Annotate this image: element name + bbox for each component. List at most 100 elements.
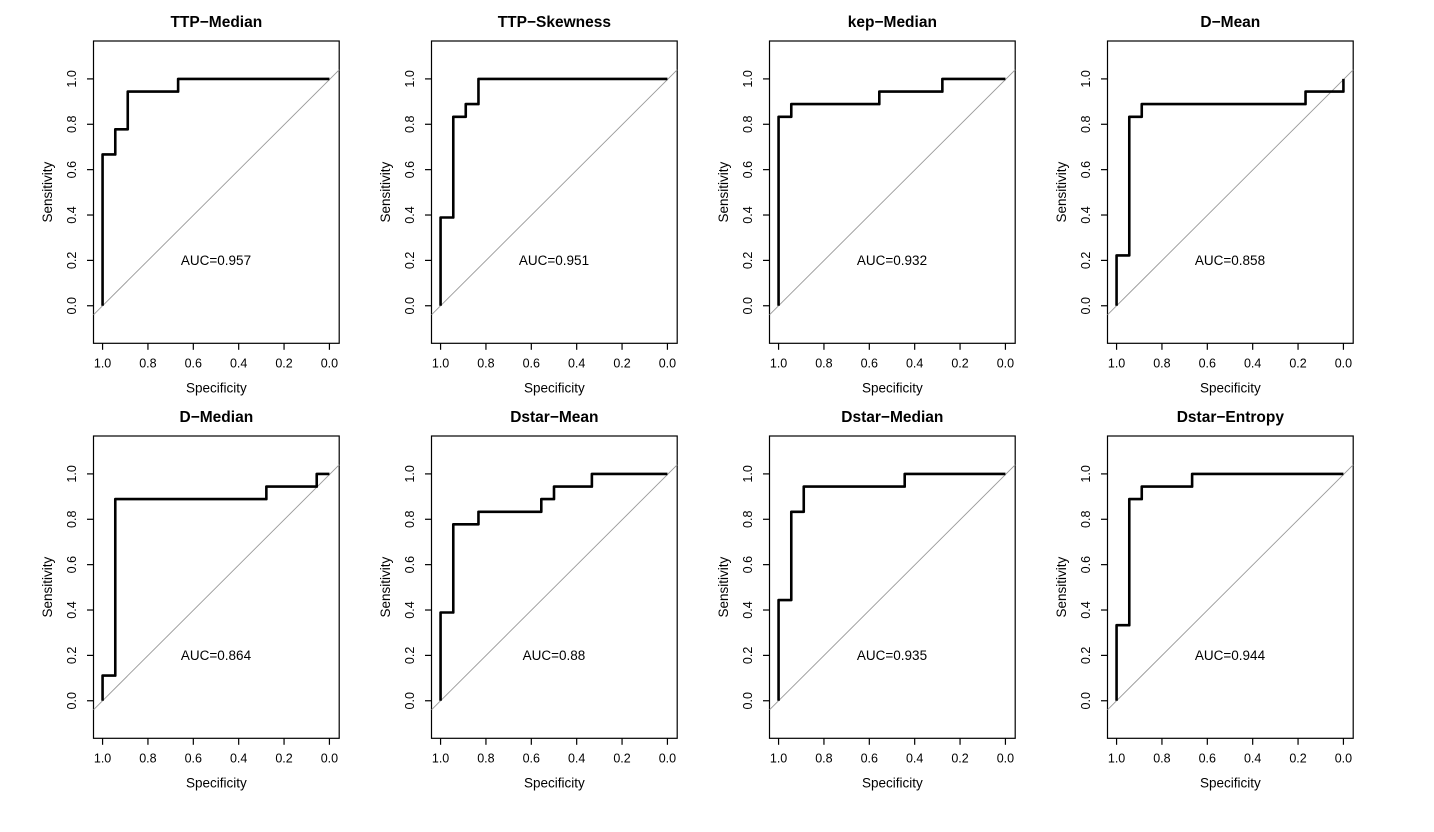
x-axis-label: Specificity — [186, 380, 247, 395]
roc-panel-dstar-mean: Dstar−Mean 1.0 0.8 0.6 0.4 0.2 0.0 0.0 0.2 0.4 0.6… — [378, 409, 678, 790]
roc-curve — [101, 472, 330, 701]
x-tick-label: 0.4 — [906, 751, 923, 765]
x-axis-label: Specificity — [1200, 775, 1261, 790]
x-tick-label: 0.0 — [1335, 356, 1352, 370]
x-tick-label: 0.6 — [861, 751, 878, 765]
y-tick-label: 0.4 — [403, 206, 417, 223]
roc-panel-dstar-entropy: Dstar−Entropy 1.0 0.8 0.6 0.4 0.2 0.0 0.0 0.2 0.4… — [1054, 409, 1354, 790]
plot-box — [768, 435, 1016, 739]
y-axis-label: Sensitivity — [1054, 162, 1069, 223]
panel-title: Dstar−Mean — [510, 409, 598, 426]
y-tick-label: 0.2 — [1079, 647, 1093, 664]
x-axis-label: Specificity — [524, 775, 585, 790]
x-tick-label: 0.2 — [613, 356, 630, 370]
y-tick-label: 0.6 — [65, 556, 79, 573]
x-tick-label: 0.4 — [1244, 356, 1261, 370]
y-tick-label: 0.6 — [1079, 556, 1093, 573]
x-tick-label: 0.0 — [1335, 751, 1352, 765]
y-axis-label: Sensitivity — [378, 162, 393, 223]
x-tick-label: 0.0 — [321, 751, 338, 765]
x-tick-label: 0.6 — [185, 751, 202, 765]
x-tick-label: 0.8 — [139, 751, 156, 765]
y-tick-label: 0.6 — [65, 161, 79, 178]
x-tick-label: 1.0 — [770, 751, 787, 765]
roc-curve — [1115, 78, 1345, 306]
x-tick-label: 0.4 — [906, 356, 923, 370]
y-tick-label: 1.0 — [741, 70, 755, 87]
x-tick-label: 0.6 — [1199, 356, 1216, 370]
y-tick-label: 0.4 — [403, 601, 417, 618]
x-tick-label: 0.2 — [1289, 751, 1306, 765]
x-tick-label: 0.6 — [185, 356, 202, 370]
plot-box — [92, 40, 340, 344]
y-axis-label: Sensitivity — [716, 557, 731, 618]
auc-annotation: AUC=0.88 — [523, 648, 586, 663]
roc-panel-d-median: D−Median 1.0 0.8 0.6 0.4 0.2 0.0 0.0 0.2 0.4 0.6 0.… — [40, 409, 340, 790]
y-tick-label: 0.0 — [403, 297, 417, 314]
y-axis-label: Sensitivity — [1054, 557, 1069, 618]
roc-curve — [439, 77, 668, 306]
plot-box — [768, 40, 1016, 344]
x-tick-label: 1.0 — [432, 751, 449, 765]
x-tick-label: 0.0 — [997, 751, 1014, 765]
y-tick-label: 0.2 — [403, 647, 417, 664]
y-tick-label: 0.4 — [65, 206, 79, 223]
x-tick-label: 0.0 — [321, 356, 338, 370]
x-tick-label: 0.2 — [275, 751, 292, 765]
x-tick-label: 1.0 — [94, 751, 111, 765]
roc-panel-d-mean: D−Mean 1.0 0.8 0.6 0.4 0.2 0.0 0.0 0.2 0.4 0.6 0.8 1… — [1054, 14, 1354, 395]
panel-title: D−Mean — [1200, 14, 1260, 31]
x-tick-label: 0.4 — [568, 356, 585, 370]
y-tick-label: 1.0 — [1079, 70, 1093, 87]
roc-panel-kep-median: kep−Median 1.0 0.8 0.6 0.4 0.2 0.0 0.0 0.2 0.4 0.6… — [716, 14, 1016, 395]
y-tick-label: 0.8 — [741, 511, 755, 528]
x-tick-label: 1.0 — [94, 356, 111, 370]
y-axis-label: Sensitivity — [716, 162, 731, 223]
x-tick-label: 0.0 — [997, 356, 1014, 370]
x-tick-label: 1.0 — [1108, 356, 1125, 370]
panel-title: TTP−Median — [170, 14, 262, 31]
plot-box — [1106, 40, 1354, 344]
panel-title: Dstar−Entropy — [1177, 409, 1285, 426]
y-tick-label: 0.2 — [65, 647, 79, 664]
y-tick-label: 0.2 — [403, 252, 417, 269]
x-tick-label: 0.8 — [815, 751, 832, 765]
y-tick-label: 0.2 — [741, 647, 755, 664]
y-tick-label: 0.4 — [65, 601, 79, 618]
x-tick-label: 0.4 — [1244, 751, 1261, 765]
x-tick-label: 0.8 — [1153, 356, 1170, 370]
x-tick-label: 0.2 — [951, 751, 968, 765]
y-tick-label: 1.0 — [403, 465, 417, 482]
x-axis-label: Specificity — [1200, 380, 1261, 395]
y-tick-label: 0.6 — [403, 161, 417, 178]
x-tick-label: 0.8 — [477, 751, 494, 765]
x-axis-label: Specificity — [524, 380, 585, 395]
x-tick-label: 0.0 — [659, 356, 676, 370]
y-tick-label: 0.0 — [741, 692, 755, 709]
roc-curve — [777, 77, 1006, 306]
auc-annotation: AUC=0.932 — [857, 253, 927, 268]
y-tick-label: 1.0 — [65, 465, 79, 482]
y-tick-label: 0.2 — [741, 252, 755, 269]
panel-title: kep−Median — [848, 14, 937, 31]
y-tick-label: 0.6 — [403, 556, 417, 573]
x-tick-label: 0.2 — [613, 751, 630, 765]
auc-annotation: AUC=0.951 — [519, 253, 589, 268]
y-tick-label: 0.0 — [741, 297, 755, 314]
x-tick-label: 0.6 — [523, 356, 540, 370]
chance-diagonal-line — [431, 69, 678, 316]
auc-annotation: AUC=0.864 — [181, 648, 252, 663]
y-tick-label: 0.6 — [741, 161, 755, 178]
y-tick-label: 0.4 — [741, 601, 755, 618]
x-tick-label: 0.4 — [230, 356, 247, 370]
x-tick-label: 1.0 — [770, 356, 787, 370]
y-tick-label: 0.8 — [1079, 511, 1093, 528]
x-tick-label: 0.2 — [1289, 356, 1306, 370]
roc-panel-dstar-median: Dstar−Median 1.0 0.8 0.6 0.4 0.2 0.0 0.0 0.2 0.4 0… — [716, 409, 1016, 790]
y-tick-label: 0.0 — [65, 692, 79, 709]
auc-annotation: AUC=0.935 — [857, 648, 927, 663]
x-tick-label: 0.0 — [659, 751, 676, 765]
x-axis-label: Specificity — [862, 380, 923, 395]
roc-curve — [1115, 472, 1344, 701]
